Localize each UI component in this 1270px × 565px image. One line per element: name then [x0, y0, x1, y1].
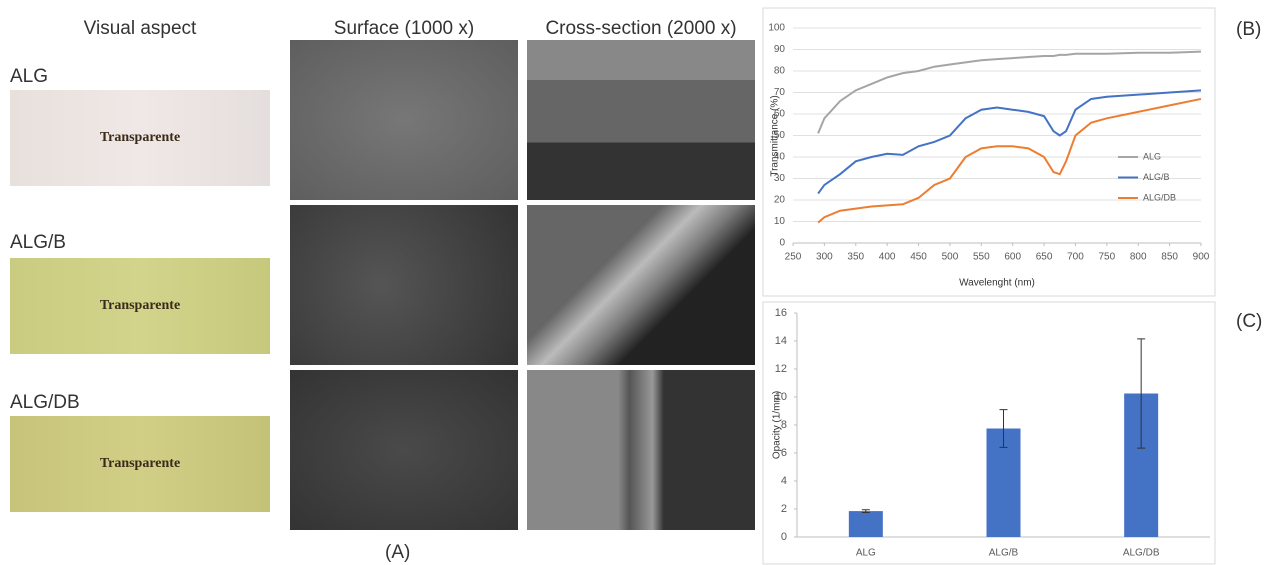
- x-tick-label: 300: [816, 252, 833, 263]
- x-tick-label: 450: [910, 252, 927, 263]
- y-tick-label: 100: [768, 23, 785, 34]
- x-tick-label: 900: [1193, 252, 1210, 263]
- y-tick-label: 2: [781, 503, 787, 515]
- y-tick-label: 80: [774, 66, 786, 77]
- legend-label: ALG/DB: [1143, 192, 1176, 202]
- x-tick-label: 400: [879, 252, 896, 263]
- y-tick-label: 12: [775, 363, 787, 375]
- legend-label: ALG/B: [1143, 172, 1170, 182]
- y-tick-label: 8: [781, 419, 787, 431]
- y-tick-label: 40: [774, 152, 786, 163]
- y-tick-label: 4: [781, 475, 787, 487]
- y-tick-label: 50: [774, 130, 786, 141]
- panel-label: (B): [1236, 19, 1261, 40]
- panel-label: (C): [1236, 311, 1262, 332]
- charts: (B) (C) Wavelenght (nm) Transmittance (%…: [0, 0, 1270, 565]
- x-tick-label: ALG/B: [989, 548, 1019, 559]
- y-tick-label: 70: [774, 87, 786, 98]
- x-axis-title: Wavelenght (nm): [959, 278, 1035, 289]
- x-tick-label: 750: [1099, 252, 1116, 263]
- x-tick-label: 650: [1036, 252, 1053, 263]
- y-tick-label: 10: [774, 216, 786, 227]
- bar: [849, 511, 883, 537]
- y-tick-label: 0: [781, 531, 787, 543]
- figure: Visual aspect Surface (1000 x) Cross-sec…: [0, 0, 1270, 565]
- y-tick-label: 10: [775, 391, 787, 403]
- x-tick-label: 500: [942, 252, 959, 263]
- x-tick-label: 550: [973, 252, 990, 263]
- x-tick-label: 850: [1161, 252, 1178, 263]
- y-tick-label: 0: [779, 238, 785, 249]
- legend-label: ALG: [1143, 151, 1161, 161]
- x-tick-label: ALG/DB: [1123, 548, 1160, 559]
- y-tick-label: 60: [774, 109, 786, 120]
- x-tick-label: 250: [785, 252, 802, 263]
- y-tick-label: 6: [781, 447, 787, 459]
- y-tick-label: 14: [775, 335, 787, 347]
- x-tick-label: ALG: [856, 548, 876, 559]
- y-tick-label: 30: [774, 173, 786, 184]
- x-tick-label: 350: [847, 252, 864, 263]
- x-tick-label: 700: [1067, 252, 1084, 263]
- y-tick-label: 16: [775, 307, 787, 319]
- x-tick-label: 600: [1004, 252, 1021, 263]
- y-tick-label: 90: [774, 44, 786, 55]
- y-tick-label: 20: [774, 195, 786, 206]
- x-tick-label: 800: [1130, 252, 1147, 263]
